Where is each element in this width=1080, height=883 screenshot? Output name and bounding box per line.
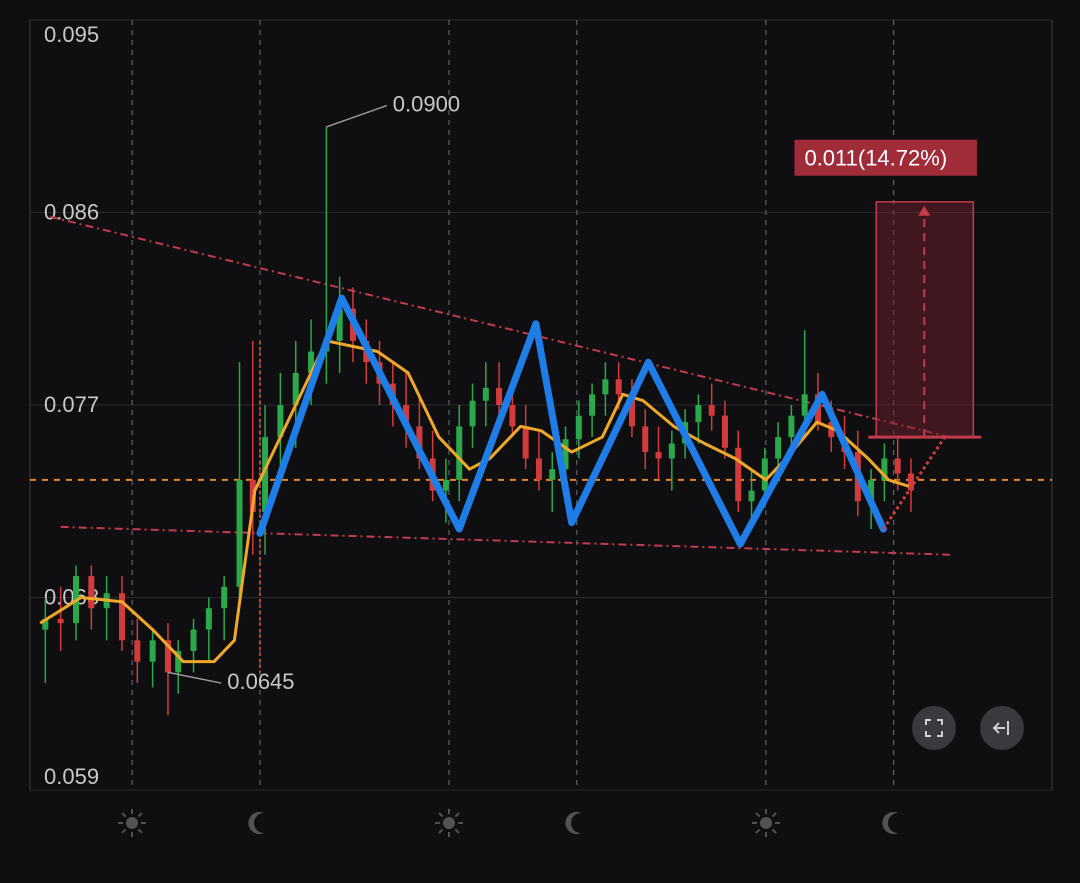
data-label: 0.0645 — [227, 669, 294, 694]
svg-text:0.011(14.72%): 0.011(14.72%) — [804, 146, 947, 171]
goto-end-icon — [991, 718, 1013, 738]
y-axis-label: 0.077 — [44, 392, 99, 417]
y-axis-label: 0.095 — [44, 22, 99, 47]
data-label: 0.0900 — [393, 92, 460, 117]
moon-icon — [245, 808, 275, 838]
y-axis-label: 0.086 — [44, 200, 99, 225]
y-axis-label: 0.059 — [44, 764, 99, 789]
price-chart[interactable]: 0.0590.0680.0770.0860.0950.09000.06450.0… — [10, 10, 1060, 800]
sun-icon — [117, 808, 147, 838]
sun-icon — [434, 808, 464, 838]
moon-icon — [562, 808, 592, 838]
fullscreen-button[interactable] — [912, 706, 956, 750]
sun-icon — [751, 808, 781, 838]
ma-line — [40, 341, 909, 662]
goto-end-button[interactable] — [980, 706, 1024, 750]
moon-icon — [879, 808, 909, 838]
fullscreen-icon — [924, 718, 944, 738]
